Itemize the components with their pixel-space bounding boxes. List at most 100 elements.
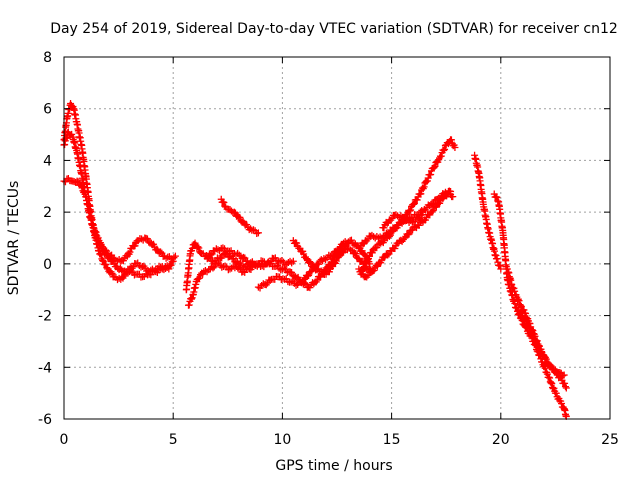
data-point bbox=[508, 281, 516, 289]
data-point-fill bbox=[422, 178, 430, 186]
data-point-fill bbox=[160, 264, 168, 272]
data-point-fill bbox=[358, 268, 366, 276]
data-point-fill bbox=[214, 246, 222, 254]
data-point-fill bbox=[365, 252, 373, 260]
chart-title: Day 254 of 2019, Sidereal Day-to-day VTE… bbox=[50, 21, 618, 37]
data-point-fill bbox=[526, 323, 534, 331]
data-point-fill bbox=[126, 248, 134, 256]
data-point bbox=[254, 229, 262, 237]
data-point-fill bbox=[130, 271, 138, 279]
data-point-fill bbox=[368, 249, 376, 257]
data-point bbox=[171, 252, 179, 260]
data-point bbox=[447, 187, 455, 195]
series-track-c bbox=[60, 128, 173, 276]
data-point-fill bbox=[410, 200, 418, 208]
data-point bbox=[527, 327, 535, 335]
series-track-o bbox=[490, 190, 570, 420]
x-tick-label: 0 bbox=[60, 432, 69, 448]
data-point bbox=[547, 379, 555, 387]
data-point-fill bbox=[143, 235, 151, 243]
data-point-fill bbox=[384, 251, 392, 259]
data-point bbox=[289, 257, 297, 265]
data-point-fill bbox=[218, 254, 226, 262]
data-point-fill bbox=[380, 224, 388, 232]
data-point-fill bbox=[517, 302, 525, 310]
data-point-fill bbox=[253, 230, 261, 238]
y-tick-label: 6 bbox=[43, 102, 52, 118]
x-tick-label: 20 bbox=[492, 432, 510, 448]
y-tick-label: -4 bbox=[38, 360, 52, 376]
data-point-fill bbox=[224, 266, 232, 274]
data-point-fill bbox=[97, 251, 105, 259]
data-point bbox=[300, 275, 308, 283]
data-point-fill bbox=[373, 244, 381, 252]
data-point-fill bbox=[360, 250, 368, 258]
data-point-fill bbox=[440, 146, 448, 154]
data-point-fill bbox=[121, 267, 129, 275]
data-point-fill bbox=[361, 259, 369, 267]
data-point-fill bbox=[392, 225, 400, 233]
data-point bbox=[409, 200, 417, 208]
data-point-fill bbox=[376, 233, 384, 241]
data-point-fill bbox=[495, 261, 503, 269]
data-point-fill bbox=[258, 281, 266, 289]
data-point-fill bbox=[210, 258, 218, 266]
data-point-fill bbox=[530, 332, 538, 340]
data-point-fill bbox=[157, 248, 165, 256]
data-point-fill bbox=[543, 370, 551, 378]
data-point-fill bbox=[447, 136, 455, 144]
data-point-fill bbox=[325, 268, 333, 276]
series-track-m bbox=[379, 211, 426, 232]
data-point-fill bbox=[194, 243, 202, 251]
data-point-fill bbox=[436, 199, 444, 207]
data-point-fill bbox=[221, 262, 229, 270]
data-point-fill bbox=[548, 380, 556, 388]
y-tick-label: 0 bbox=[43, 257, 52, 273]
data-point-fill bbox=[494, 197, 502, 205]
data-point bbox=[401, 234, 409, 242]
data-point-fill bbox=[561, 383, 569, 391]
x-tick-label: 15 bbox=[383, 432, 401, 448]
data-point bbox=[235, 260, 243, 268]
data-point bbox=[320, 255, 328, 263]
data-point-fill bbox=[416, 214, 424, 222]
data-point-fill bbox=[514, 295, 522, 303]
data-point-fill bbox=[533, 338, 541, 346]
data-point-fill bbox=[278, 257, 286, 265]
data-point bbox=[73, 177, 81, 185]
data-point bbox=[449, 193, 457, 201]
data-point-fill bbox=[102, 260, 110, 268]
y-tick-label: 8 bbox=[43, 50, 52, 66]
data-point-fill bbox=[347, 246, 355, 254]
data-point-fill bbox=[329, 251, 337, 259]
plot-border bbox=[63, 56, 611, 420]
data-point-fill bbox=[430, 164, 438, 172]
y-tick-label: -2 bbox=[38, 309, 52, 325]
data-point-fill bbox=[427, 170, 435, 178]
data-point-fill bbox=[558, 400, 566, 408]
data-point-fill bbox=[288, 268, 296, 276]
data-point-fill bbox=[542, 355, 550, 363]
data-point-fill bbox=[187, 295, 195, 303]
data-point bbox=[562, 384, 570, 392]
data-point bbox=[287, 278, 295, 286]
data-point-fill bbox=[304, 272, 312, 280]
data-point-fill bbox=[493, 193, 501, 201]
series-track-p bbox=[503, 265, 568, 380]
data-point-fill bbox=[185, 301, 193, 309]
data-point-fill bbox=[229, 254, 237, 262]
data-point-fill bbox=[163, 264, 171, 272]
data-point-fill bbox=[431, 162, 439, 170]
data-point bbox=[248, 260, 256, 268]
data-point-fill bbox=[561, 379, 569, 387]
data-point-fill bbox=[545, 373, 553, 381]
data-point-fill bbox=[361, 263, 369, 271]
data-point-fill bbox=[332, 257, 340, 265]
data-point bbox=[254, 283, 262, 291]
data-point-fill bbox=[552, 369, 560, 377]
series-track-i bbox=[289, 237, 376, 279]
data-point-fill bbox=[307, 259, 315, 267]
data-point-fill bbox=[508, 284, 516, 292]
data-point-fill bbox=[511, 287, 519, 295]
